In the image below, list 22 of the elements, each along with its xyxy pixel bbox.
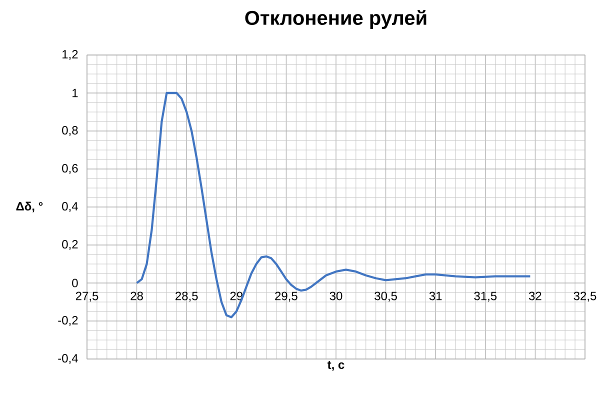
x-tick-label: 27,5 [76, 292, 98, 302]
y-tick-label: 0,6 [62, 164, 78, 174]
x-tick-label: 30 [330, 292, 342, 300]
y-tick-label: 0,8 [62, 126, 78, 136]
x-tick-label: 32 [528, 292, 542, 300]
x-axis-title: t, c [327, 361, 344, 371]
x-tick-label: 28 [130, 292, 143, 300]
y-tick-label: -0,2 [58, 316, 78, 326]
x-tick-label: 31,5 [474, 292, 497, 302]
y-tick-label: 1 [72, 88, 78, 98]
y-tick-label: -0,4 [58, 354, 78, 364]
x-tick-label: 31 [429, 292, 442, 300]
y-axis-title: Δδ, ° [16, 202, 43, 212]
y-tick-label: 1,2 [62, 50, 78, 60]
x-tick-label: 28,5 [176, 292, 198, 302]
y-tick-label: 0 [72, 278, 78, 288]
x-tick-label: 29,5 [275, 292, 298, 302]
chart-title: Отклонение рулей [245, 10, 426, 29]
x-tick-label: 30,5 [374, 292, 397, 302]
y-tick-label: 0,4 [62, 202, 78, 212]
y-tick-label: 0,2 [62, 240, 78, 250]
x-tick-label: 32,5 [574, 292, 596, 302]
